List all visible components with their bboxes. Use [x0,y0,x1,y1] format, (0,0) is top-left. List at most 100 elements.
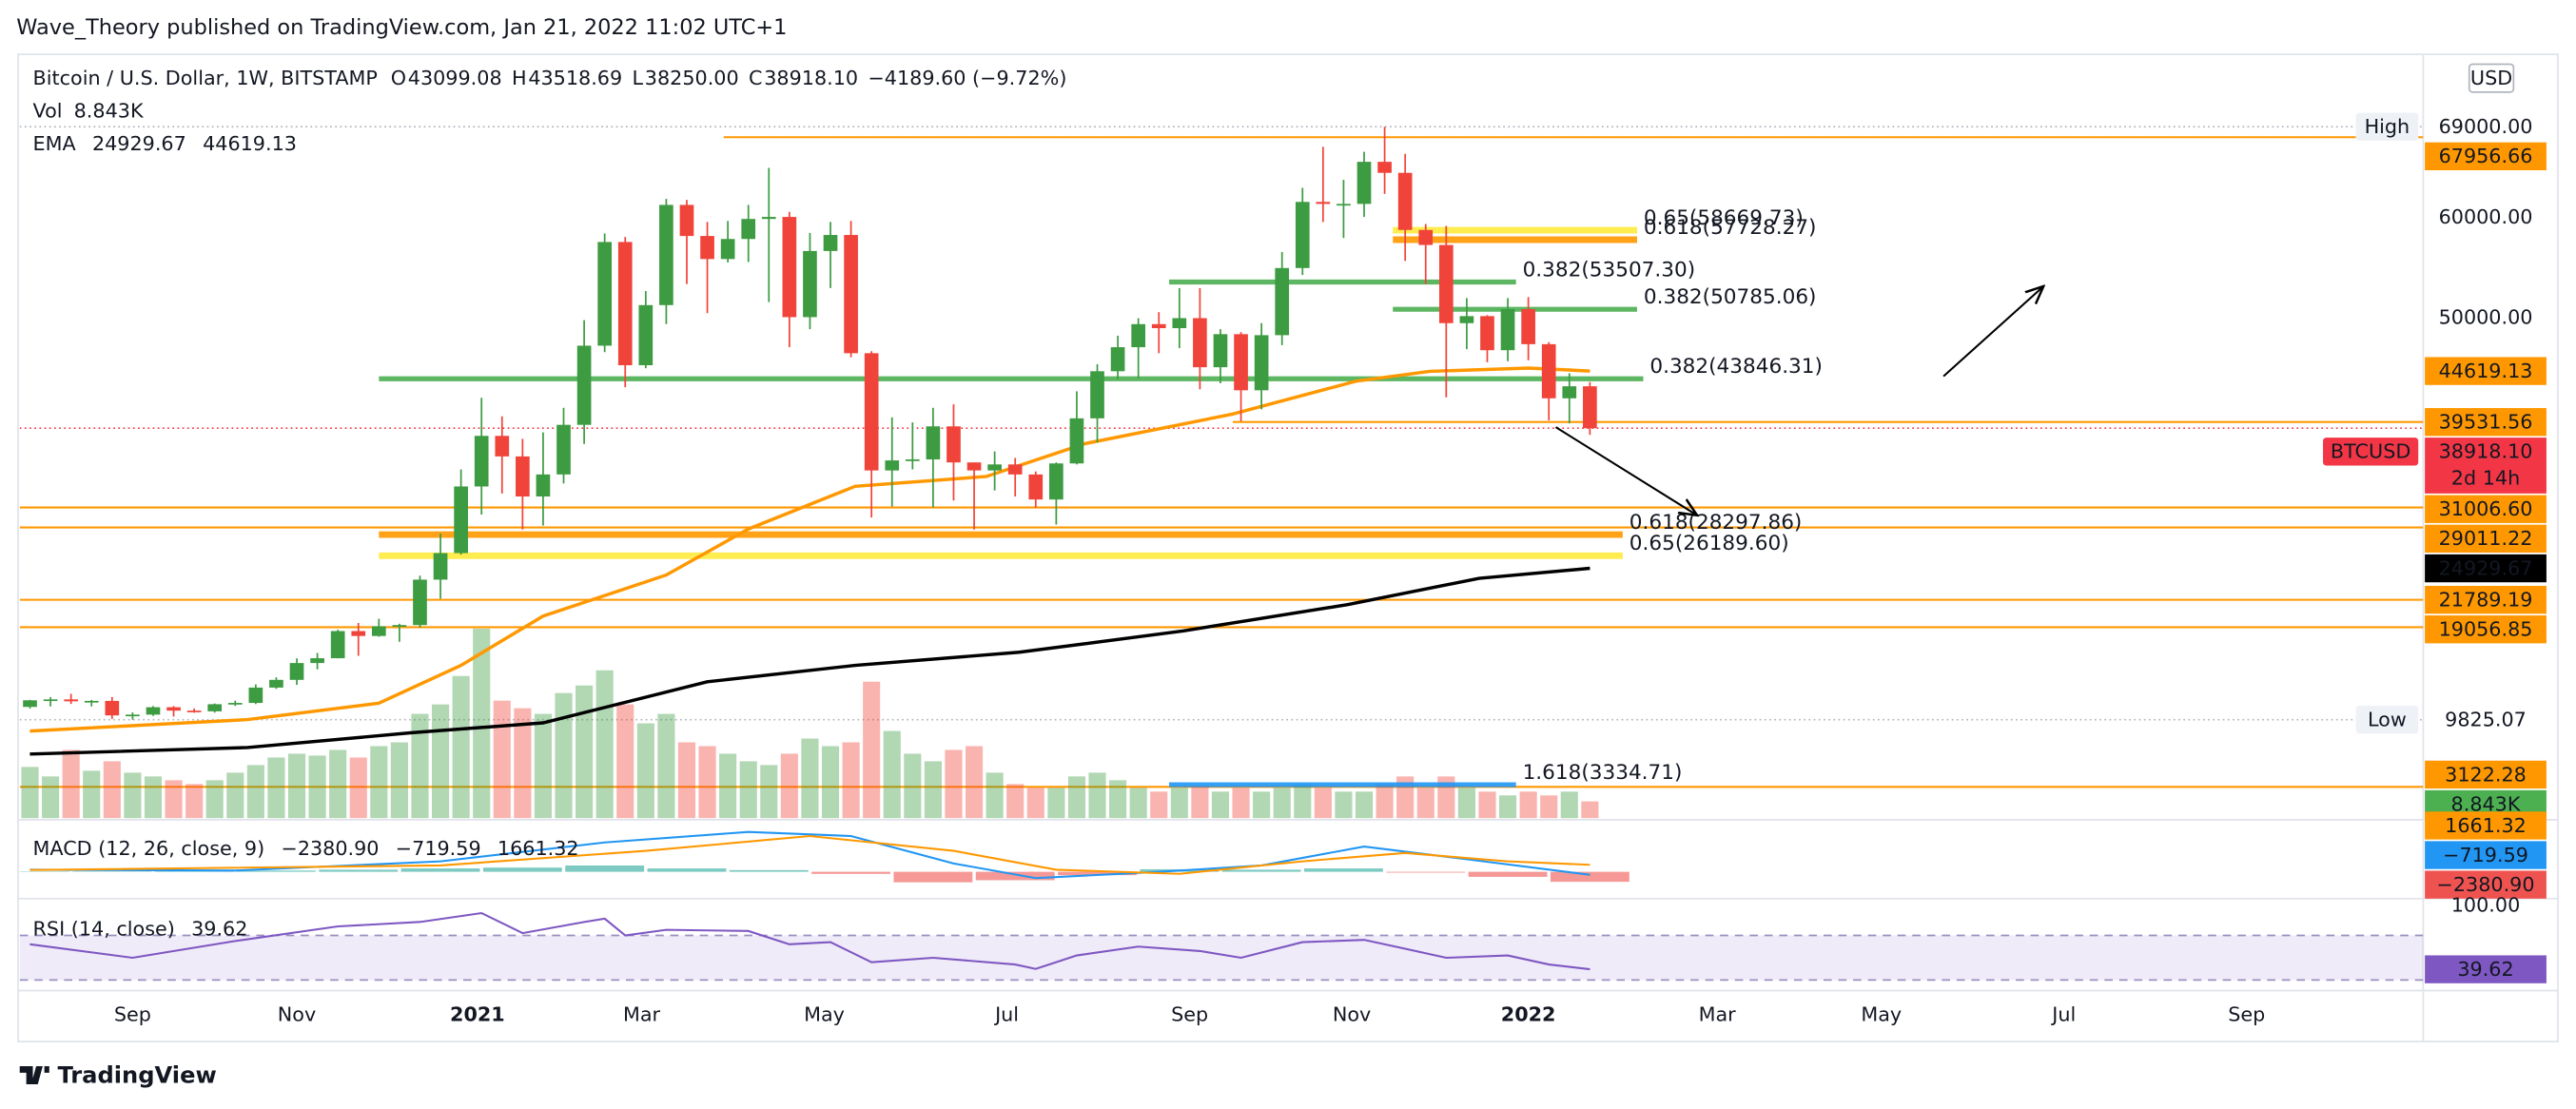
volume-bar [1560,791,1578,819]
volume-bar [986,772,1004,819]
volume-bar [21,767,39,819]
volume-bar [657,713,675,819]
legend-text: −2380.90 [281,837,379,860]
candle-body [351,631,366,636]
currency-box[interactable] [2468,63,2515,93]
macd-histogram-bar [1058,871,1137,876]
volume-bar [1498,795,1517,819]
volume-bar [595,670,614,819]
candle-body [516,456,530,497]
candle-body [1500,309,1515,351]
x-tick-label: May [1861,1002,1902,1025]
x-tick-label: May [804,1002,845,1025]
x-tick-label: Nov [1333,1002,1371,1025]
symbol: Bitcoin / U.S. Dollar, 1W, BITSTAMP [33,67,378,89]
fib-label: 0.618(28297.86) [1630,511,1803,535]
candle-body [84,700,99,703]
candle-body [1254,335,1269,391]
volume-bar [144,776,163,819]
price-tag [2425,495,2547,523]
legend-text: 44619.13 [203,132,297,155]
volume-bar [1540,795,1558,819]
candle-body [1583,386,1597,429]
price-tag [2425,585,2547,614]
fib-label: 0.65(26189.60) [1630,532,1789,555]
candle-body [659,204,673,305]
price-tag [2425,841,2547,869]
legend-text: 24929.67 [92,132,186,155]
legend-text: EMA [33,132,76,155]
volume-bar [883,730,901,819]
candle-body [844,235,858,354]
candle-body [679,204,694,237]
price-tag-label: 39531.56 [2439,411,2533,434]
candle-body [454,486,468,554]
price-tag-label: 19056.85 [2439,618,2533,641]
fib-label: 1.618(3334.71) [1523,761,1683,785]
rsi-tag-label: 39.62 [2457,958,2513,981]
candle-body [23,700,37,708]
x-tick-label: Mar [1699,1002,1737,1025]
volume-bar [246,765,264,819]
legend-text: −4189.60 (−9.72%) [868,67,1066,89]
publisher: Wave_Theory published on TradingView.com… [16,15,787,40]
volume-bar [103,761,121,819]
currency: USD [2470,67,2512,89]
volume-bar [1232,788,1250,819]
candle-body [413,579,427,626]
volume-bar [473,628,491,819]
candle-body [1090,371,1104,418]
candle-body [474,436,489,487]
candle-body [946,426,961,463]
legend-text: Vol [33,100,63,123]
price-tag [2425,142,2547,171]
volume-bar [1150,791,1168,819]
legend-text: H [512,67,527,89]
candle-body [371,626,386,636]
candle-body [166,707,181,711]
x-tick-label: Jul [993,1002,1019,1025]
last-price-label: 2d 14h [2451,466,2520,489]
candle-body [1480,316,1494,351]
volume-bar [1129,788,1147,819]
x-tick-label: Jul [2050,1002,2076,1025]
macd-histogram-bar [647,868,727,872]
price-tag-label: 67956.66 [2439,145,2533,167]
macd-tag-label: −719.59 [2443,844,2528,866]
x-tick-label: Sep [1171,1002,1208,1025]
candle-body [43,699,58,702]
candle-body [761,217,776,220]
candle-body [926,426,941,460]
candle-body [1110,347,1125,372]
candle-body [207,704,223,711]
macd-histogram-bar [811,871,891,874]
volume-bar [842,742,860,819]
legend-text: 43099.08 [408,67,502,89]
volume-bar [924,761,942,819]
legend-text: RSI (14, close) [33,918,175,941]
volume-bar [349,757,367,819]
rsi-tick-label: 100.00 [2451,894,2521,917]
candle-body [1377,162,1392,173]
candle-body [310,658,324,664]
macd-histogram-bar [1468,871,1548,877]
macd-histogram-bar [565,865,645,872]
ema-tag-label: 24929.67 [2439,556,2533,579]
candle-body [1049,463,1064,500]
volume-bar [555,692,573,819]
macd-histogram-bar [1304,868,1383,872]
candle-body [556,424,571,475]
volume-bar [1006,784,1025,819]
fib-label: 0.382(53507.30) [1523,258,1696,282]
volume-bar [1355,791,1374,819]
volume-bar [760,765,778,819]
volume-bar [83,770,101,819]
candle-body [269,679,283,688]
candle-body [1459,316,1474,323]
legend-text: 38918.10 [764,67,858,89]
candle-body [330,631,345,659]
volume-bar [863,681,881,819]
volume-bar [411,713,429,819]
candle-body [1172,318,1187,329]
arrow [1942,287,2042,378]
